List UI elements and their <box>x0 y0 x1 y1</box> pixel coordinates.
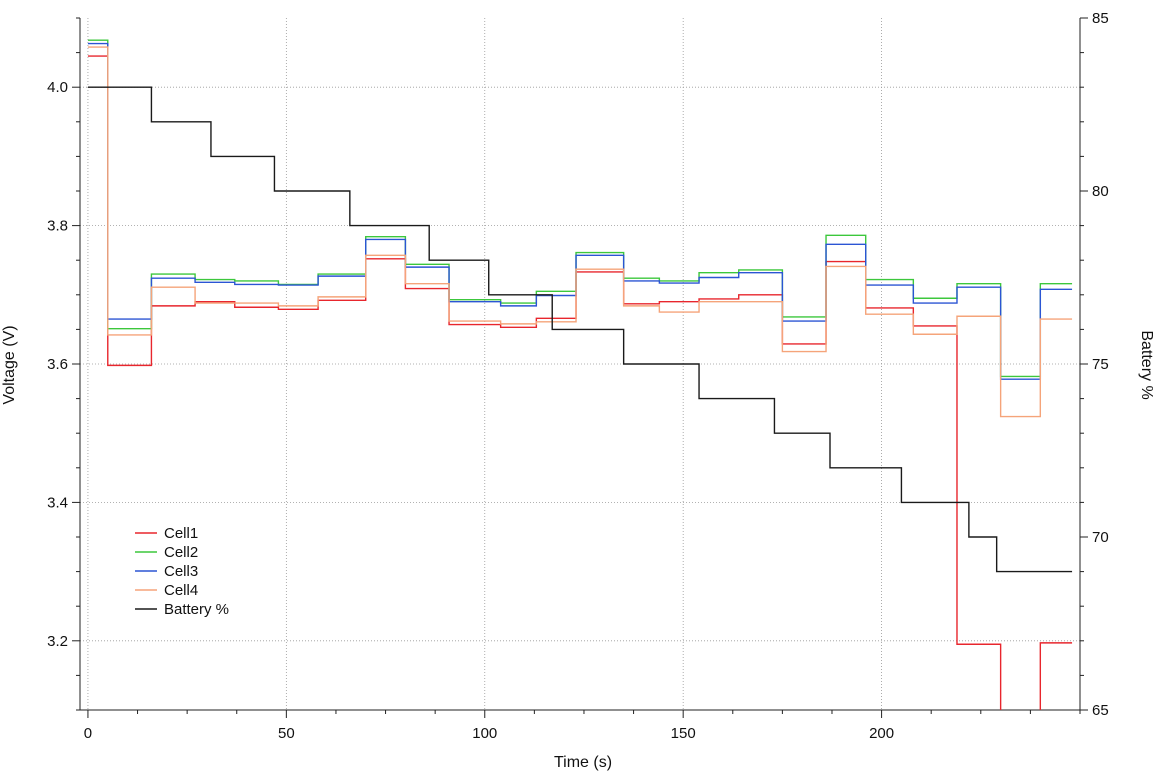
x-tick-label: 200 <box>869 725 894 742</box>
y-tick-label: 3.6 <box>47 356 68 373</box>
ticks-layer: 3.2 3.4 3.6 3.8 4.0 0 50 100 150 200 65 70 75 80 85 <box>47 10 1109 742</box>
legend-label-cell2: Cell2 <box>164 544 198 561</box>
y2-tick-label: 85 <box>1092 10 1109 27</box>
legend-label-cell3: Cell3 <box>164 563 198 580</box>
grid <box>80 18 1080 710</box>
series-line-battery <box>87 86 1073 573</box>
y2-tick-label: 65 <box>1092 702 1109 719</box>
legend: Cell1 Cell2 Cell3 Cell4 Battery % <box>135 525 229 618</box>
x-tick-label: 100 <box>472 725 497 742</box>
y2-tick-label: 75 <box>1092 356 1109 373</box>
y-tick-label: 3.2 <box>47 633 68 650</box>
y-tick-label: 4.0 <box>47 79 68 96</box>
y2-axis-title: Battery % <box>1138 330 1155 399</box>
x-tick-label: 0 <box>84 725 92 742</box>
y-axis-title: Voltage (V) <box>1 325 18 404</box>
y2-tick-label: 80 <box>1092 183 1109 200</box>
x-axis-title: Time (s) <box>554 754 612 771</box>
x-tick-label: 150 <box>671 725 696 742</box>
series-line-cell4 <box>87 46 1073 418</box>
y-tick-label: 3.4 <box>47 494 68 511</box>
y2-tick-label: 70 <box>1092 529 1109 546</box>
x-tick-label: 50 <box>278 725 295 742</box>
legend-label-battery: Battery % <box>164 601 229 618</box>
legend-label-cell4: Cell4 <box>164 582 198 599</box>
series-layer <box>87 39 1073 710</box>
y-tick-label: 3.8 <box>47 218 68 235</box>
legend-label-cell1: Cell1 <box>164 525 198 542</box>
